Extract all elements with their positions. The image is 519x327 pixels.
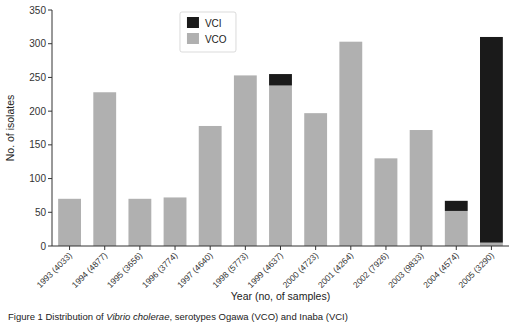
legend-label: VCI: [205, 18, 222, 29]
x-axis-label: Year (no, of samples): [231, 290, 330, 302]
x-tick-label: 2002 (7926): [351, 250, 391, 290]
legend-swatch: [187, 33, 199, 44]
bar: [234, 75, 257, 76]
x-tick-label: 2005 (3290): [456, 250, 496, 290]
bar: [480, 243, 503, 246]
x-tick: [350, 246, 351, 250]
x-tick-label: 1996 (3774): [140, 250, 180, 290]
background: [0, 0, 519, 327]
y-tick: [48, 178, 52, 179]
x-tick-label: 2000 (4723): [281, 250, 321, 290]
y-tick: [48, 10, 52, 11]
y-tick-label: 250: [29, 72, 46, 83]
y-tick-label: 150: [29, 139, 46, 150]
x-tick-label: 1995 (3656): [105, 250, 145, 290]
caption-part: Vibrio cholerae: [106, 311, 169, 322]
caption-part: , serotypes Ogawa (VCO) and Inaba (VCI): [169, 311, 347, 322]
x-tick-label: 1999 (4637): [245, 250, 285, 290]
y-tick-label: 200: [29, 106, 46, 117]
x-tick: [385, 246, 386, 250]
y-tick-label: 300: [29, 38, 46, 49]
bar: [445, 211, 468, 246]
bar: [269, 74, 292, 85]
x-tick-label: 2003 (9833): [386, 250, 426, 290]
bar: [93, 92, 116, 246]
y-tick: [48, 144, 52, 145]
x-tick-label: 2004 (4574): [421, 250, 461, 290]
x-tick: [104, 246, 105, 250]
bar: [58, 199, 81, 246]
y-tick-label: 0: [40, 241, 46, 252]
x-tick: [421, 246, 422, 250]
y-tick: [48, 212, 52, 213]
y-tick-label: 50: [35, 207, 47, 218]
x-tick-label: 1993 (4033): [35, 250, 75, 290]
x-tick-label: 1994 (4877): [70, 250, 110, 290]
bar: [269, 86, 292, 246]
bar: [128, 198, 151, 199]
caption: Figure 1 Distribution of Vibrio cholerae…: [8, 311, 348, 322]
bar: [410, 130, 433, 246]
y-tick-label: 100: [29, 173, 46, 184]
bar: [304, 113, 327, 246]
legend-frame: [180, 12, 236, 52]
x-tick: [315, 246, 316, 250]
x-tick: [69, 246, 70, 250]
bar: [199, 126, 222, 246]
y-tick-label: 350: [29, 5, 46, 16]
bar: [234, 75, 257, 246]
bar: [164, 197, 187, 198]
bar: [339, 41, 362, 42]
bar: [339, 42, 362, 246]
x-tick-label: 2001 (4264): [316, 250, 356, 290]
bar: [410, 130, 433, 131]
y-axis-label: No. of isolates: [4, 95, 16, 162]
bar: [375, 158, 398, 159]
bar: [445, 201, 468, 211]
chart: 0 50 100 150 200 250 300 350 1993 (4033)1994 (48…: [0, 0, 519, 327]
bar: [199, 125, 222, 126]
bar: [93, 92, 116, 93]
bar: [164, 197, 187, 246]
y-tick: [48, 77, 52, 78]
bar: [480, 37, 503, 243]
legend-swatch: [187, 17, 199, 28]
y-tick: [48, 111, 52, 112]
y-tick: [48, 43, 52, 44]
y-tick: [48, 246, 52, 247]
bar: [128, 199, 151, 246]
x-tick: [491, 246, 492, 250]
x-tick: [175, 246, 176, 250]
x-tick-label: 1998 (5773): [210, 250, 250, 290]
caption-part: Figure 1 Distribution of: [8, 311, 106, 322]
legend-label: VCO: [205, 34, 227, 45]
bar: [375, 158, 398, 246]
x-tick: [210, 246, 211, 250]
x-tick-label: 1997 (4640): [175, 250, 215, 290]
bars: [58, 37, 503, 246]
x-tick: [280, 246, 281, 250]
bar: [304, 113, 327, 114]
x-tick: [456, 246, 457, 250]
legend: VCI VCO: [180, 12, 236, 52]
x-tick: [245, 246, 246, 250]
bar: [58, 198, 81, 199]
x-tick: [139, 246, 140, 250]
y-axis: [52, 10, 53, 246]
